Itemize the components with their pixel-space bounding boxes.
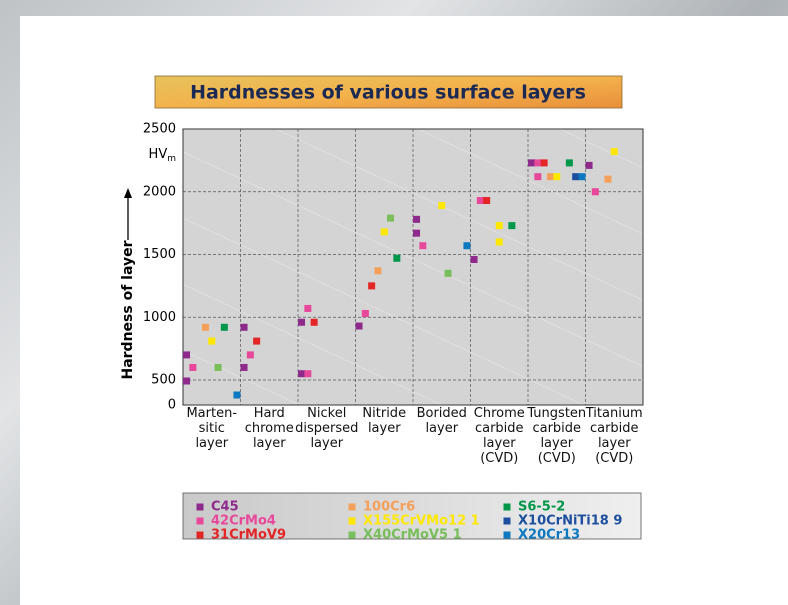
point (374, 267, 382, 275)
legend-box (182, 492, 642, 540)
point (189, 363, 197, 371)
point (393, 254, 401, 262)
axis-arrow-head (124, 188, 132, 198)
point (413, 215, 421, 223)
point (534, 173, 542, 181)
legend-label: C45 (211, 500, 239, 515)
y-tick-label: 1500 (143, 247, 176, 262)
legend-label: X20Cr13 (518, 528, 580, 543)
point (483, 197, 491, 205)
point (546, 173, 554, 181)
point (470, 256, 478, 264)
point (310, 318, 318, 326)
legend-label: 100Cr6 (363, 500, 415, 515)
point (419, 242, 427, 250)
point (201, 323, 209, 331)
legend-swatch (196, 517, 204, 525)
point (298, 370, 306, 378)
x-tick-label: Nickel dispersed layer (295, 406, 359, 451)
point (240, 323, 248, 331)
legend-label: X10CrNiTi18 9 (518, 514, 622, 529)
point (476, 197, 484, 205)
x-tick-label: Marten- sitic layer (186, 406, 238, 451)
point (585, 161, 593, 169)
point (444, 269, 452, 277)
point (495, 238, 503, 246)
point (220, 323, 228, 331)
legend-label: X40CrMoV5 1 (363, 528, 462, 543)
point (298, 318, 306, 326)
point (208, 337, 216, 345)
x-tick-label: Chrome carbide layer (CVD) (473, 406, 525, 466)
y-tick-label: 1000 (143, 310, 176, 325)
x-tick-label: Titanium carbide layer (CVD) (585, 406, 643, 466)
legend-swatch (348, 531, 356, 539)
point (438, 202, 446, 210)
point (413, 229, 421, 237)
chart-title: Hardnesses of various surface layers (190, 82, 586, 104)
x-tick-label: Borided layer (416, 406, 467, 436)
legend-swatch (503, 517, 511, 525)
point (183, 351, 191, 359)
point (610, 148, 618, 156)
point (361, 309, 369, 317)
y-unit-base: HV (149, 147, 168, 162)
legend-swatch (196, 503, 204, 511)
point (578, 173, 586, 181)
point (214, 363, 222, 371)
point (508, 222, 516, 230)
x-tick-label: Nitride layer (362, 406, 407, 436)
point (304, 304, 312, 312)
point (380, 228, 388, 236)
legend-label: 42CrMo4 (211, 514, 276, 529)
y-tick-label: 500 (151, 373, 176, 388)
legend-label: X155CrVMo12 1 (363, 514, 480, 529)
legend-swatch (503, 503, 511, 511)
point (553, 173, 561, 181)
point (233, 391, 241, 399)
point (565, 159, 573, 167)
point (387, 214, 395, 222)
point (495, 222, 503, 230)
y-axis-label: Hardness of layer (120, 240, 136, 379)
point (253, 337, 261, 345)
point (528, 159, 536, 167)
point (304, 370, 312, 378)
point (540, 159, 548, 167)
plot-border (182, 128, 644, 406)
legend-swatch (503, 531, 511, 539)
y-unit: HVm (149, 147, 176, 164)
point (534, 159, 542, 167)
legend-swatch (348, 503, 356, 511)
legend-swatch (348, 517, 356, 525)
title-banner (154, 75, 623, 109)
legend-label: S6-5-2 (518, 500, 565, 515)
y-unit-sub: m (167, 154, 176, 164)
y-tick-label: 2000 (143, 184, 176, 199)
point (572, 173, 580, 181)
y-tick-label: 0 (168, 398, 176, 413)
point (355, 322, 363, 330)
point (183, 377, 191, 385)
y-tick-label: 2500 (143, 122, 176, 137)
point (604, 175, 612, 183)
legend-label: 31CrMoV9 (211, 528, 286, 543)
x-tick-label: Tungsten carbide layer (CVD) (527, 406, 587, 466)
legend-swatch (196, 531, 204, 539)
x-tick-label: Hard chrome layer (244, 406, 294, 451)
point (246, 351, 254, 359)
point (240, 363, 248, 371)
point (591, 188, 599, 196)
point (463, 242, 471, 250)
point (368, 282, 376, 290)
